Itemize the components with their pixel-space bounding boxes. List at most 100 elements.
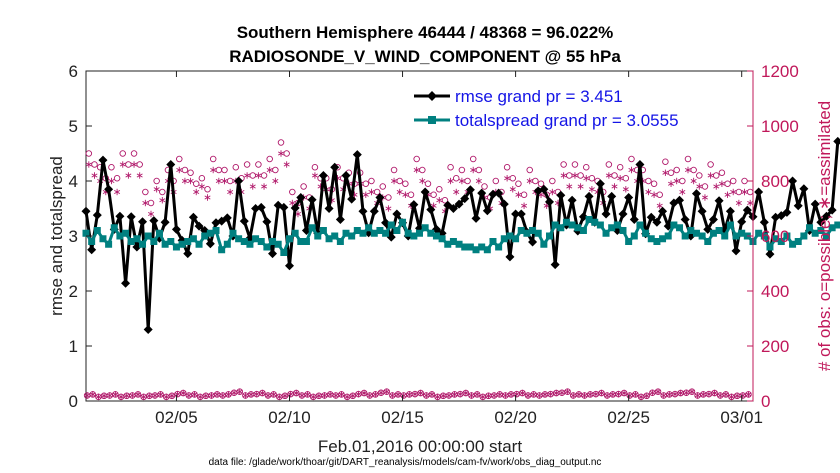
rmse-point [284,261,294,271]
obs-star-stroke [210,168,217,172]
obs-low-assimilated-point [270,391,277,398]
obs-assimilated-point [255,172,262,179]
obs-star-stroke [717,393,724,398]
obs-low-assimilated-point [406,391,413,398]
totalspread-point [613,221,621,229]
obs-possible-point [701,183,709,190]
obs-star-stroke [504,176,511,181]
rmse-point [680,215,690,224]
obs-assimilated-point [147,210,155,218]
obs-star-stroke [536,393,543,398]
obs-possible-point [588,174,596,182]
obs-possible-point [605,161,613,168]
totalspread-point [116,232,124,240]
totalspread-point [110,224,118,232]
rmse-point [782,207,792,217]
obs-star-stroke [632,392,639,397]
obs-star-stroke [168,393,175,398]
obs-low-assimilated-point [513,390,520,398]
obs-star-stroke [163,394,170,399]
rmse-point [279,202,289,212]
obs-star-stroke [479,394,486,399]
rmse-point [754,187,764,197]
obs-assimilated-point [521,202,528,209]
obs-low-assimilated-point [129,392,136,399]
y-left-tick-label: 4 [69,172,78,191]
obs-possible-point [373,188,381,196]
obs-star-stroke [707,173,714,178]
obs-star-stroke [193,190,200,194]
totalspread-point [314,232,322,240]
obs-possible-point [91,161,98,168]
rmse-point [92,210,102,220]
obs-assimilated-point [696,183,703,190]
obs-possible-point [125,161,132,168]
obs-star-stroke [474,392,481,397]
totalspread-point [393,227,401,234]
totalspread-point [285,235,293,243]
obs-possible-point [113,174,121,182]
obs-low-assimilated-point [287,390,294,398]
obs-assimilated-point [566,183,573,190]
obs-star-stroke [146,393,153,398]
rmse-point [595,179,605,189]
obs-assimilated-point [571,172,578,179]
obs-possible-point [718,169,726,176]
obs-assimilated-point [244,172,251,179]
obs-star-stroke [622,187,629,192]
y-right-tick-label: 400 [761,282,789,301]
rmse-point [737,217,747,227]
obs-star-stroke [204,195,211,200]
y-right-tick-label: 1200 [761,62,799,81]
obs-possible-point [419,166,426,174]
obs-assimilated-point [159,197,166,204]
totalspread-point [218,246,226,254]
obs-low-assimilated-point [434,393,441,401]
totalspread-point [806,224,814,232]
obs-possible-point [673,166,680,174]
obs-possible-point [458,166,466,174]
obs-low-assimilated-point [140,393,147,401]
obs-star-stroke [447,179,454,183]
obs-assimilated-point [509,186,516,193]
obs-assimilated-point [560,172,567,179]
obs-star-stroke [272,179,279,183]
obs-star-stroke [221,179,228,183]
obs-star-stroke [668,181,675,186]
totalspread-point [88,238,96,245]
obs-star-stroke [445,393,452,398]
obs-star-stroke [655,389,662,394]
obs-star-stroke [413,168,420,172]
obs-low-assimilated-point [688,388,695,395]
totalspread-point [625,238,633,245]
obs-possible-point [147,199,155,207]
obs-star-stroke [153,187,160,192]
obs-possible-point [379,183,387,190]
obs-star-stroke [434,394,441,399]
rmse-point [183,249,193,259]
obs-low-assimilated-point [638,393,645,401]
obs-possible-point [577,172,584,179]
obs-star-stroke [735,201,742,205]
obs-low-assimilated-point [236,388,243,395]
obs-star-stroke [651,192,658,197]
obs-star-stroke [724,192,731,197]
totalspread-point [382,229,390,237]
obs-star-stroke [248,392,255,397]
obs-assimilated-point [504,175,511,182]
rmse-point [222,213,232,223]
totalspread-point [223,240,231,248]
obs-low-assimilated-point [400,392,407,399]
rmse-point [104,184,114,194]
obs-star-stroke [428,392,435,397]
obs-possible-point [436,185,443,193]
obs-possible-point [645,177,652,185]
obs-star-stroke [566,184,573,189]
rmse-point [143,325,153,334]
totalspread-point [817,227,825,234]
obs-assimilated-point [125,172,132,179]
totalspread-point [331,232,339,240]
obs-possible-point [424,180,432,187]
obs-possible-point [679,177,686,185]
obs-star-stroke [739,393,746,398]
